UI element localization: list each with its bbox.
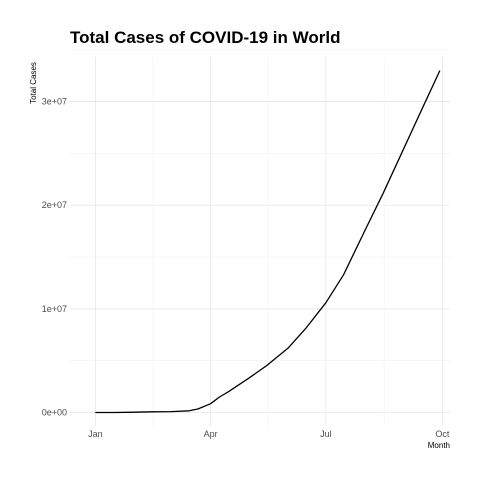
x-tick-label: Jan [88, 429, 103, 439]
x-tick-label: Apr [204, 429, 218, 439]
y-axis-label: Total Cases [29, 62, 38, 104]
y-tick-label: 2e+07 [42, 200, 67, 210]
y-tick-label: 1e+07 [42, 304, 67, 314]
x-tick-label: Jul [320, 429, 332, 439]
chart-title: Total Cases of COVID-19 in World [70, 28, 340, 47]
y-tick-label: 3e+07 [42, 97, 67, 107]
total-cases-line [95, 70, 441, 414]
tick-labels: 0e+00 1e+07 2e+07 3e+07 Jan Apr Jul Oct [42, 97, 450, 439]
y-tick-label: 0e+00 [42, 408, 67, 418]
x-axis-label: Month [428, 441, 450, 450]
grid [70, 49, 450, 426]
x-tick-label: Oct [435, 429, 450, 439]
